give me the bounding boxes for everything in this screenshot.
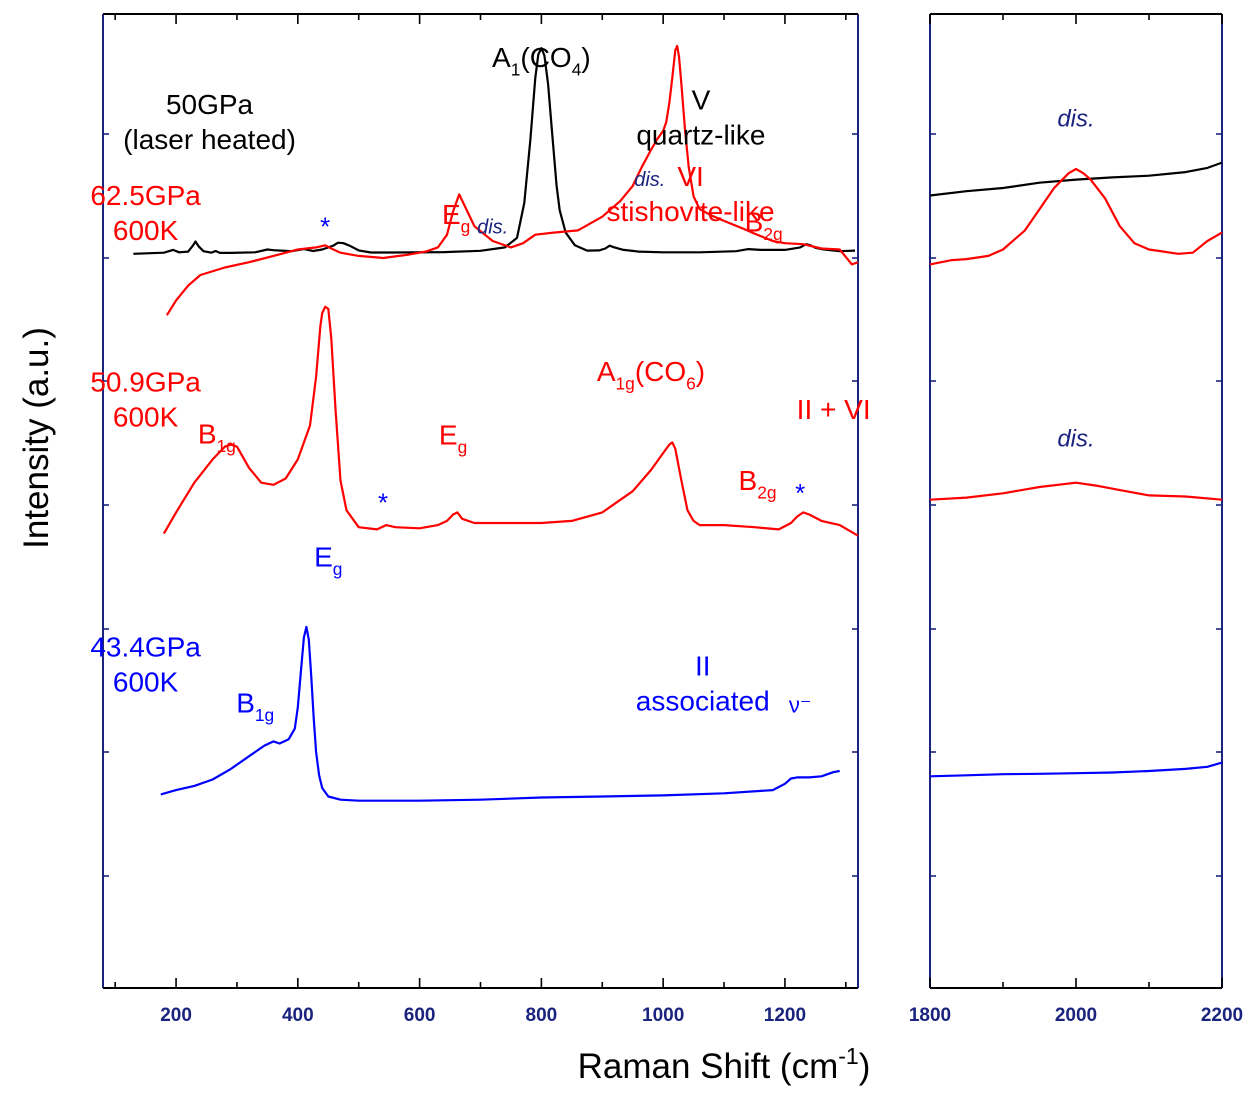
annotation-part: (CO: [635, 356, 686, 387]
x-tick-label: 1800: [909, 1005, 951, 1026]
annotation-tIIVI: II + VI: [797, 394, 871, 425]
annotation-tdis4: dis.: [1057, 426, 1094, 453]
annotation-line: 50GPa: [166, 89, 254, 120]
annotation-part: E: [314, 541, 333, 572]
annotation-part: A: [597, 356, 616, 387]
x-axis-label-main: Raman Shift (cm: [578, 1047, 839, 1086]
series-s50-left: [133, 46, 856, 255]
annotation-part: B: [739, 465, 758, 496]
annotation-line: associated: [636, 686, 770, 717]
annotation-part: ): [696, 356, 705, 387]
annotation-line: (laser heated): [123, 124, 296, 155]
annotation-part: A: [492, 42, 511, 73]
annotation-part: 2g: [763, 224, 782, 244]
annotation-tEg3: Eg: [314, 541, 342, 578]
annotation-line: II: [695, 651, 711, 682]
annotation-part: 1g: [217, 436, 236, 456]
annotation-line: 600K: [113, 402, 179, 433]
series-s50-right: [929, 161, 1223, 197]
series-s625-right: [929, 167, 1223, 266]
annotation-part: E: [439, 420, 458, 451]
annotation-t509: 50.9GPa 600K: [90, 367, 201, 433]
annotation-tstar3: *: [795, 478, 805, 508]
x-tick-label: 800: [526, 1005, 558, 1026]
annotation-line: stishovite-like: [607, 196, 775, 227]
series-s434-left: [160, 625, 840, 802]
series-s625-left: [165, 44, 859, 316]
annotation-part: 6: [686, 373, 696, 393]
x-tick-label: 600: [404, 1005, 436, 1026]
annotation-tA1: A1(CO4): [492, 42, 591, 79]
annotation-part: g: [458, 437, 468, 457]
annotation-t50: 50GPa (laser heated): [123, 89, 296, 155]
x-axis-label-tail: ): [859, 1047, 871, 1086]
annotation-part: B: [745, 207, 764, 238]
annotations: 50GPa (laser heated)A1(CO4)V quartz-like62…: [90, 42, 1094, 725]
annotation-part: (CO: [520, 42, 571, 73]
left-panel: 200 400 600 800 1000 1200: [102, 13, 859, 1026]
annotation-tVI: VI stishovite-like: [607, 161, 775, 227]
annotation-tII: II associated: [636, 651, 770, 717]
annotation-part: B: [198, 419, 217, 450]
x-tick-label: 2000: [1055, 1005, 1097, 1026]
annotation-tstar2: *: [378, 487, 388, 517]
annotation-tnu: ν⁻: [789, 693, 812, 718]
annotation-part: 4: [572, 60, 582, 80]
annotation-line: 62.5GPa: [90, 180, 201, 211]
annotation-line: 600K: [113, 667, 179, 698]
annotation-line: quartz-like: [636, 120, 765, 151]
annotation-tstar1: *: [320, 212, 330, 242]
series-s509-right: [929, 481, 1223, 501]
right-panel: 1800 2000 2200: [909, 13, 1243, 1026]
annotation-part: 2g: [757, 483, 776, 503]
annotation-part: E: [442, 199, 461, 230]
annotation-part: 1: [511, 60, 521, 80]
annotation-tdis2: dis.: [634, 169, 665, 191]
annotation-part: 1g: [616, 373, 635, 393]
x-tick-label: 2200: [1201, 1005, 1243, 1026]
annotation-tB1g1: B1g: [198, 419, 236, 456]
annotation-tA1g: A1g(CO6): [597, 356, 705, 393]
x-axis-label-sup: -1: [838, 1043, 858, 1069]
x-tick-label: 1200: [764, 1005, 806, 1026]
series-s434-right: [929, 761, 1223, 778]
annotation-t625: 62.5GPa 600K: [90, 180, 201, 246]
annotation-line: 50.9GPa: [90, 367, 201, 398]
x-tick-label: 200: [160, 1005, 192, 1026]
x-tick-label: 400: [282, 1005, 314, 1026]
annotation-tB2g2: B2g: [739, 465, 777, 502]
annotation-tdis3: dis.: [1057, 106, 1094, 133]
series-s509-left: [162, 305, 859, 537]
annotation-part: g: [461, 216, 471, 236]
annotation-t434: 43.4GPa 600K: [90, 632, 201, 698]
x-tick-label: 1000: [642, 1005, 684, 1026]
annotation-line: 600K: [113, 215, 179, 246]
annotation-line: VI: [677, 161, 703, 192]
annotation-tdis1: dis.: [477, 217, 508, 239]
annotation-part: 1g: [255, 705, 274, 725]
x-axis-label: Raman Shift (cm-1): [578, 1043, 871, 1086]
annotation-part: g: [333, 559, 343, 579]
annotation-part: B: [236, 688, 255, 719]
annotation-tEg2: Eg: [439, 420, 467, 457]
annotation-tB1g2: B1g: [236, 688, 274, 725]
annotation-line: 43.4GPa: [90, 632, 201, 663]
annotation-line: V: [692, 85, 711, 116]
y-axis-label: Intensity (a.u.): [17, 327, 56, 549]
annotation-part: ): [581, 42, 590, 73]
annotation-tEg1: Eg: [442, 199, 470, 236]
annotation-tB2g1: B2g: [745, 207, 783, 244]
